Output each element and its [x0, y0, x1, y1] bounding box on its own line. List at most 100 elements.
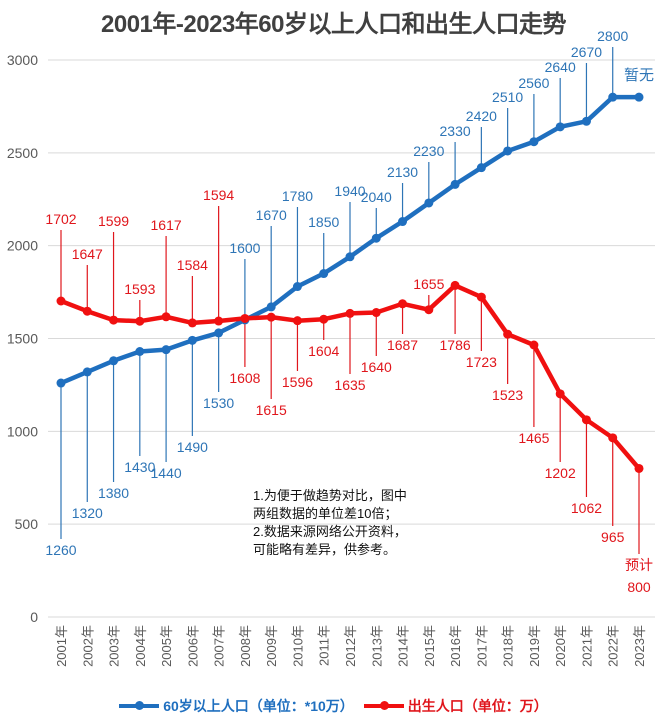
data-point-elderly — [319, 269, 329, 279]
data-label-elderly: 2130 — [387, 164, 418, 180]
legend-label-elderly: 60岁以上人口（单位：*10万） — [163, 698, 354, 714]
data-point-elderly — [476, 163, 486, 173]
data-label-births: 1202 — [545, 465, 576, 481]
data-label-births: 1604 — [308, 343, 339, 359]
data-label-births: 1647 — [72, 246, 103, 262]
data-label-births: 1523 — [492, 387, 523, 403]
gridlines — [48, 59, 655, 618]
data-label-elderly: 1530 — [203, 395, 234, 411]
data-label-births: 1596 — [282, 374, 313, 390]
data-point-births — [292, 316, 302, 326]
chart-legend: 60岁以上人口（单位：*10万） 出生人口（单位：万） — [0, 696, 667, 716]
data-point-elderly — [214, 328, 224, 338]
data-point-births — [319, 314, 329, 324]
data-point-elderly — [266, 302, 276, 312]
data-point-elderly — [371, 233, 381, 243]
data-point-elderly — [82, 367, 92, 377]
y-tick-label: 1000 — [7, 423, 38, 439]
x-tick-label: 2021年 — [579, 625, 594, 667]
data-label-elderly: 1490 — [177, 439, 208, 455]
y-tick-label: 2000 — [7, 238, 38, 254]
data-point-births — [135, 316, 145, 326]
data-label-elderly: 2670 — [571, 44, 602, 60]
data-point-elderly — [56, 378, 66, 388]
data-point-births — [529, 340, 539, 350]
data-label-elderly: 2560 — [518, 75, 549, 91]
data-point-elderly — [581, 116, 591, 126]
x-tick-label: 2008年 — [238, 625, 253, 667]
data-point-elderly — [292, 282, 302, 292]
y-tick-label: 0 — [30, 609, 38, 625]
series-points — [56, 92, 644, 473]
x-tick-label: 2006年 — [185, 625, 200, 667]
data-label-births: 1615 — [256, 402, 287, 418]
data-label-line-births: 800 — [627, 579, 651, 595]
data-point-elderly — [450, 179, 460, 189]
x-tick-label: 2019年 — [527, 625, 542, 667]
data-point-births — [503, 329, 513, 339]
data-label-births: 1786 — [440, 337, 471, 353]
data-label-elderly: 1600 — [229, 240, 260, 256]
data-label-elderly: 2230 — [413, 143, 444, 159]
data-point-elderly — [503, 146, 513, 156]
data-point-elderly — [529, 137, 539, 147]
data-point-births — [161, 312, 171, 322]
data-label-births: 预计 800 — [625, 557, 653, 595]
data-label-elderly: 1380 — [98, 485, 129, 501]
x-axis-ticks: 2001年 2002年 2003年 2004年 2005年 2006年 2007年 2008年… — [54, 625, 647, 667]
data-point-births — [56, 296, 66, 306]
x-tick-label: 2003年 — [107, 625, 122, 667]
data-point-elderly — [634, 92, 644, 102]
x-tick-label: 2017年 — [474, 625, 489, 667]
y-tick-label: 3000 — [7, 52, 38, 68]
data-label-elderly: 2510 — [492, 89, 523, 105]
x-tick-label: 2011年 — [317, 625, 332, 666]
legend-swatch-red — [363, 701, 404, 710]
data-label-elderly: 1430 — [124, 459, 155, 475]
data-label-elderly: 1850 — [308, 214, 339, 230]
data-point-births — [634, 463, 644, 473]
data-point-births — [424, 305, 434, 315]
data-label-births: 1687 — [387, 337, 418, 353]
data-label-births: 1723 — [466, 354, 497, 370]
data-label-elderly: 2800 — [597, 28, 628, 44]
x-tick-label: 2023年 — [632, 625, 647, 667]
data-point-elderly — [608, 92, 618, 102]
x-tick-label: 2001年 — [54, 625, 69, 667]
chart-annotation-note: 1.为便于做趋势对比，图中 两组数据的单位差10倍； 2.数据来源网络公开资料，… — [253, 488, 407, 557]
data-label-births: 1465 — [518, 430, 549, 446]
data-point-births — [109, 315, 119, 325]
data-point-births — [476, 292, 486, 302]
data-label-elderly: 2640 — [545, 59, 576, 75]
x-tick-label: 2020年 — [553, 625, 568, 667]
legend-item-births: 出生人口（单位：万） — [363, 696, 548, 716]
data-label-births: 965 — [601, 529, 625, 545]
label-leader-lines — [60, 47, 640, 554]
data-label-line-births: 预计 — [625, 557, 653, 573]
data-point-elderly — [161, 345, 171, 355]
y-axis-ticks: 0 500 1000 1500 2000 2500 3000 — [7, 52, 38, 625]
data-label-elderly: 1440 — [151, 465, 182, 481]
x-tick-label: 2016年 — [448, 625, 463, 667]
legend-swatch-blue — [119, 701, 160, 710]
data-label-births: 1594 — [203, 187, 234, 203]
data-label-elderly: 1780 — [282, 188, 313, 204]
x-tick-label: 2013年 — [369, 625, 384, 667]
data-point-births — [371, 308, 381, 318]
data-label-births: 1599 — [98, 213, 129, 229]
data-label-elderly: 暂无 — [624, 67, 654, 84]
x-tick-label: 2007年 — [212, 625, 227, 667]
legend-item-elderly: 60岁以上人口（单位：*10万） — [119, 696, 354, 716]
data-label-elderly: 1320 — [72, 505, 103, 521]
data-label-elderly: 2330 — [440, 123, 471, 139]
data-label-elderly: 2040 — [361, 189, 392, 205]
data-label-elderly: 1260 — [45, 542, 76, 558]
data-point-elderly — [398, 217, 408, 227]
data-label-births: 1608 — [229, 370, 260, 386]
data-label-births: 1617 — [151, 217, 182, 233]
x-tick-label: 2014年 — [396, 625, 411, 667]
data-point-births — [608, 433, 618, 443]
data-label-elderly: 1670 — [256, 207, 287, 223]
x-tick-label: 2022年 — [606, 625, 621, 667]
